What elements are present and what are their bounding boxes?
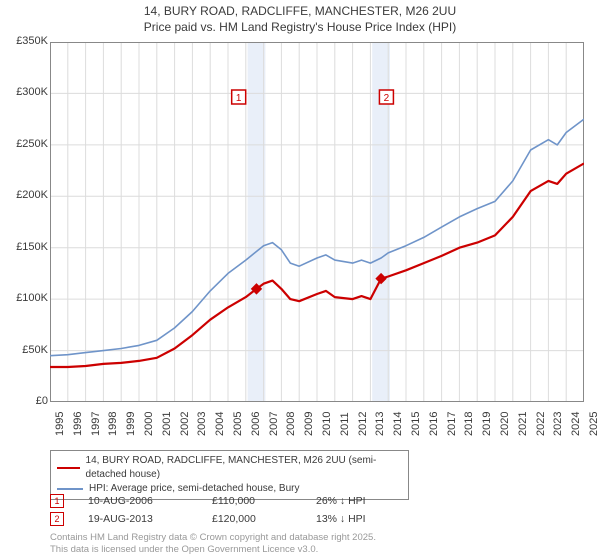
y-tick-label: £200K [2, 189, 48, 201]
x-axis-labels: 1995 1996 1997 1998 1999 2000 2001 2002 2003 2004… [50, 404, 584, 444]
x-tick-label: 1998 [107, 412, 119, 436]
transaction-price: £110,000 [212, 495, 292, 507]
x-tick-label: 2003 [196, 412, 208, 436]
chart-plot-area: 12 [50, 42, 584, 402]
y-tick-label: £50K [2, 344, 48, 356]
x-tick-label: 2016 [428, 412, 440, 436]
x-tick-label: 2010 [321, 412, 333, 436]
chart-svg: 12 [50, 42, 584, 402]
x-tick-label: 1996 [72, 412, 84, 436]
x-tick-label: 2008 [285, 412, 297, 436]
x-tick-label: 2001 [161, 412, 173, 436]
x-tick-label: 2019 [481, 412, 493, 436]
transaction-date: 19-AUG-2013 [88, 513, 188, 525]
footer-attribution: Contains HM Land Registry data © Crown c… [50, 532, 584, 556]
x-tick-label: 1995 [54, 412, 66, 436]
y-tick-label: £350K [2, 35, 48, 47]
x-tick-label: 2009 [303, 412, 315, 436]
x-tick-label: 1997 [90, 412, 102, 436]
x-tick-label: 2005 [232, 412, 244, 436]
x-tick-label: 2023 [552, 412, 564, 436]
y-tick-label: £0 [2, 395, 48, 407]
x-tick-label: 2014 [392, 412, 404, 436]
y-tick-label: £100K [2, 292, 48, 304]
x-tick-label: 2011 [339, 412, 351, 436]
legend-swatch [57, 488, 83, 490]
legend-label: 14, BURY ROAD, RADCLIFFE, MANCHESTER, M2… [86, 454, 402, 482]
x-tick-label: 2018 [463, 412, 475, 436]
transaction-marker: 2 [50, 512, 64, 526]
transaction-price: £120,000 [212, 513, 292, 525]
x-tick-label: 2007 [268, 412, 280, 436]
x-tick-label: 2017 [446, 412, 458, 436]
x-tick-label: 2015 [410, 412, 422, 436]
y-tick-label: £250K [2, 138, 48, 150]
transaction-delta: 13% ↓ HPI [316, 513, 366, 525]
x-tick-label: 2021 [517, 412, 529, 436]
svg-text:1: 1 [236, 93, 242, 104]
x-tick-label: 2006 [250, 412, 262, 436]
chart-title: 14, BURY ROAD, RADCLIFFE, MANCHESTER, M2… [0, 0, 600, 37]
transactions-table: 1 10-AUG-2006 £110,000 26% ↓ HPI 2 19-AUG-201… [50, 492, 584, 528]
x-tick-label: 1999 [125, 412, 137, 436]
x-tick-label: 2000 [143, 412, 155, 436]
x-tick-label: 2025 [588, 412, 600, 436]
x-tick-label: 2013 [374, 412, 386, 436]
transaction-date: 10-AUG-2006 [88, 495, 188, 507]
legend-row: 14, BURY ROAD, RADCLIFFE, MANCHESTER, M2… [57, 454, 402, 482]
transaction-row: 1 10-AUG-2006 £110,000 26% ↓ HPI [50, 492, 584, 510]
transaction-row: 2 19-AUG-2013 £120,000 13% ↓ HPI [50, 510, 584, 528]
title-line-1: 14, BURY ROAD, RADCLIFFE, MANCHESTER, M2… [144, 4, 456, 18]
legend-swatch [57, 467, 80, 469]
footer-line-2: This data is licensed under the Open Gov… [50, 544, 318, 555]
x-tick-label: 2004 [214, 412, 226, 436]
x-tick-label: 2012 [357, 412, 369, 436]
x-tick-label: 2024 [570, 412, 582, 436]
y-tick-label: £300K [2, 86, 48, 98]
footer-line-1: Contains HM Land Registry data © Crown c… [50, 532, 376, 543]
x-tick-label: 2002 [179, 412, 191, 436]
transaction-delta: 26% ↓ HPI [316, 495, 366, 507]
x-tick-label: 2022 [535, 412, 547, 436]
x-tick-label: 2020 [499, 412, 511, 436]
svg-text:2: 2 [384, 93, 390, 104]
transaction-marker: 1 [50, 494, 64, 508]
title-line-2: Price paid vs. HM Land Registry's House … [144, 20, 456, 34]
y-tick-label: £150K [2, 241, 48, 253]
